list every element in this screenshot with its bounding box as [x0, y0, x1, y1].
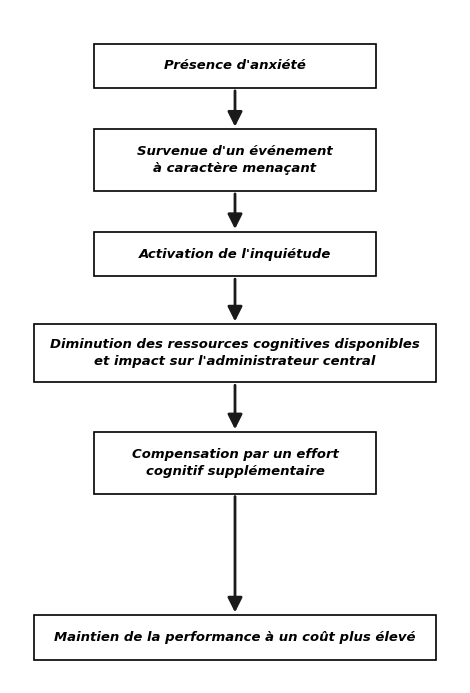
- FancyBboxPatch shape: [94, 232, 376, 277]
- Text: Présence d'anxiété: Présence d'anxiété: [164, 60, 306, 72]
- FancyBboxPatch shape: [94, 44, 376, 88]
- Text: Survenue d'un événement
à caractère menaçant: Survenue d'un événement à caractère mena…: [137, 146, 333, 175]
- Text: Maintien de la performance à un coût plus élevé: Maintien de la performance à un coût plu…: [54, 631, 416, 644]
- FancyBboxPatch shape: [34, 615, 436, 660]
- FancyBboxPatch shape: [94, 130, 376, 191]
- FancyBboxPatch shape: [94, 432, 376, 493]
- FancyBboxPatch shape: [34, 324, 436, 383]
- Text: Activation de l'inquiétude: Activation de l'inquiétude: [139, 247, 331, 261]
- Text: Diminution des ressources cognitives disponibles
et impact sur l'administrateur : Diminution des ressources cognitives dis…: [50, 338, 420, 369]
- Text: Compensation par un effort
cognitif supplémentaire: Compensation par un effort cognitif supp…: [132, 448, 338, 478]
